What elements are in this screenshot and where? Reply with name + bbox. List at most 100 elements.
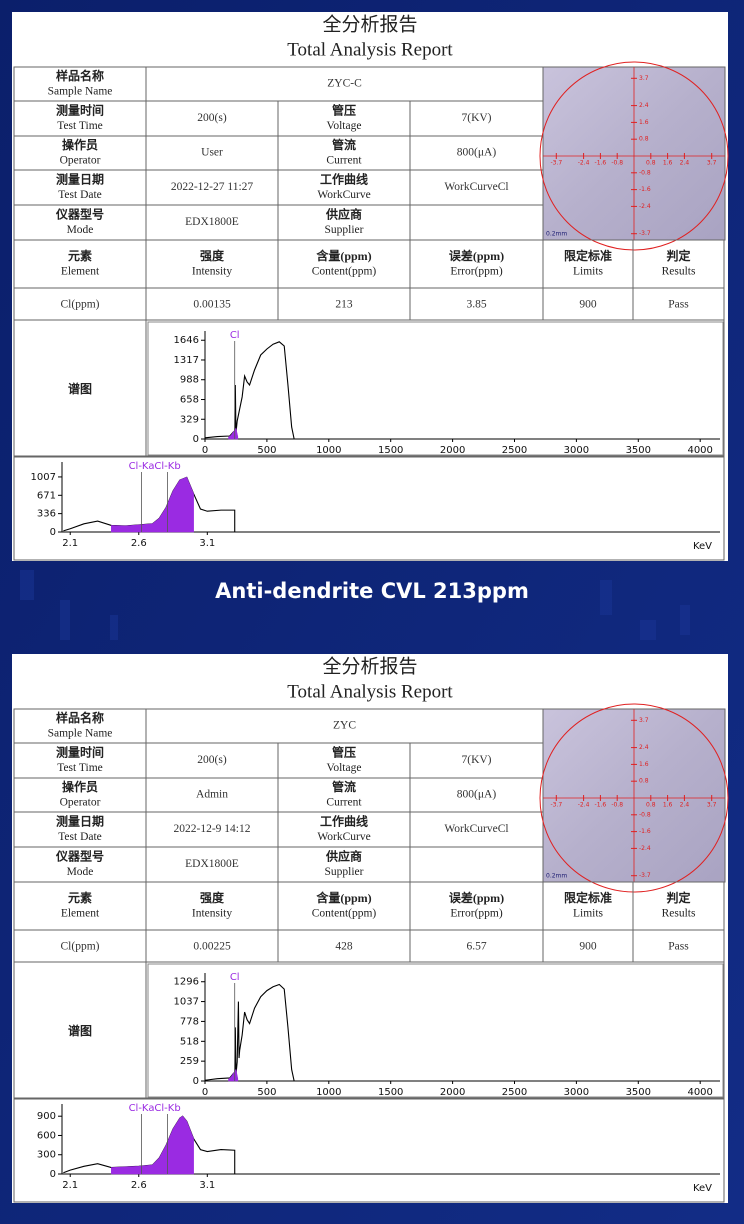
- field-label-en: Voltage: [327, 120, 362, 132]
- field-label: 管流: [332, 137, 356, 152]
- x-tick-label: 2500: [502, 1087, 527, 1098]
- y-tick-label: 658: [180, 395, 199, 406]
- field-value: ZYC: [333, 720, 356, 732]
- field-label: 操作员: [62, 137, 98, 152]
- field-label-en: Limits: [573, 266, 604, 278]
- field-label-en: Error(ppm): [450, 266, 503, 278]
- field-label: 限定标准: [564, 890, 612, 905]
- result-value: 900: [579, 299, 597, 311]
- field-label: 元素: [68, 248, 92, 263]
- scale-tick-label: -3.7: [639, 872, 651, 879]
- x-tick-label: 2.1: [62, 538, 78, 549]
- image-circle: [539, 61, 729, 251]
- scale-tick-label: -2.4: [578, 802, 590, 809]
- field-value: EDX1800E: [185, 216, 239, 228]
- scale-tick-label: 2.4: [680, 802, 690, 809]
- scale-tick-label: -3.7: [550, 160, 562, 167]
- table-cell: [13, 456, 725, 561]
- result-value: 0.00135: [193, 299, 231, 311]
- y-tick-label: 518: [180, 1036, 199, 1047]
- field-value: 200(s): [197, 754, 227, 766]
- peak-marker-label: Cl-Ka: [129, 461, 155, 472]
- result-value: 0.00225: [193, 941, 231, 953]
- field-label: 工作曲线: [320, 171, 368, 186]
- field-label-en: Intensity: [192, 908, 232, 920]
- scale-tick-label: 1.6: [663, 160, 673, 167]
- field-value: 800(μA): [457, 147, 497, 159]
- x-tick-label: 4000: [687, 1087, 712, 1098]
- field-label-en: Current: [326, 155, 362, 167]
- field-label: 管流: [332, 779, 356, 794]
- scale-tick-label: 0.8: [646, 160, 656, 167]
- peak-marker-label: Cl: [230, 330, 240, 341]
- x-tick-label: 3500: [626, 1087, 651, 1098]
- field-label: 测量日期: [56, 171, 104, 186]
- field-label-en: Test Date: [58, 189, 102, 201]
- report-title: 全分析报告: [322, 13, 417, 35]
- field-label: 管压: [332, 102, 356, 117]
- scale-tick-label: 2.4: [680, 160, 690, 167]
- scale-tick-label: -1.6: [595, 160, 607, 167]
- field-value: 200(s): [197, 112, 227, 124]
- table-cell: [145, 319, 725, 457]
- field-label-en: Sample Name: [48, 728, 113, 740]
- x-tick-label: 2000: [440, 445, 465, 456]
- field-label: 样品名称: [56, 68, 104, 83]
- y-tick-label: 300: [37, 1150, 56, 1161]
- scale-tick-label: 1.6: [663, 802, 673, 809]
- report-subtitle: Total Analysis Report: [287, 39, 453, 60]
- field-value: 7(KV): [461, 112, 491, 124]
- x-tick-label: 3.1: [199, 1180, 215, 1191]
- field-label: 误差(ppm): [449, 890, 504, 905]
- x-tick-label: 2.6: [131, 538, 147, 549]
- scale-tick-label: 1.6: [639, 119, 649, 126]
- field-label-en: Results: [662, 266, 696, 278]
- y-tick-label: 900: [37, 1111, 56, 1122]
- y-tick-label: 0: [193, 434, 199, 445]
- x-tick-label: 1000: [316, 1087, 341, 1098]
- result-value: Cl(ppm): [61, 299, 100, 311]
- field-label-en: Error(ppm): [450, 908, 503, 920]
- scale-tick-label: 0.8: [646, 802, 656, 809]
- field-value: ZYC-C: [327, 78, 362, 90]
- field-label-en: Operator: [60, 797, 101, 809]
- chart-frame: [147, 963, 724, 1098]
- field-label-en: Current: [326, 797, 362, 809]
- field-label-en: Element: [61, 908, 100, 920]
- field-label-en: Mode: [67, 866, 94, 878]
- scale-tick-label: -3.7: [639, 230, 651, 237]
- peak-area: [111, 476, 194, 533]
- field-label-en: WorkCurve: [317, 189, 370, 201]
- table-cell: [13, 1098, 725, 1203]
- scale-tick-label: -3.7: [550, 802, 562, 809]
- y-tick-label: 1037: [174, 997, 199, 1008]
- field-label: 强度: [200, 890, 225, 905]
- report-subtitle: Total Analysis Report: [287, 681, 453, 702]
- field-label: 测量时间: [56, 102, 104, 117]
- image-circle: [539, 703, 729, 893]
- result-value: 900: [579, 941, 597, 953]
- field-label: 供应商: [325, 206, 362, 221]
- y-tick-label: 778: [180, 1016, 199, 1027]
- field-label: 工作曲线: [320, 813, 368, 828]
- result-value: 3.85: [466, 299, 486, 311]
- scale-tick-label: 0.8: [639, 136, 649, 143]
- field-label: 样品名称: [56, 710, 104, 725]
- scale-tick-label: -0.8: [639, 811, 651, 818]
- field-label: 判定: [666, 890, 690, 905]
- x-axis-label: KeV: [693, 541, 712, 552]
- scale-tick-label: -1.6: [639, 186, 651, 193]
- field-value: Admin: [196, 789, 228, 801]
- result-value: Cl(ppm): [61, 941, 100, 953]
- peak-area: [111, 1115, 194, 1175]
- field-label: 含量(ppm): [316, 248, 371, 263]
- y-tick-label: 600: [37, 1130, 56, 1141]
- field-label-en: Content(ppm): [312, 266, 377, 278]
- field-label: 误差(ppm): [449, 248, 504, 263]
- result-value: Pass: [668, 299, 689, 311]
- x-tick-label: 1500: [378, 1087, 403, 1098]
- scale-tick-label: -2.4: [578, 160, 590, 167]
- scale-tick-label: -0.8: [639, 169, 651, 176]
- y-tick-label: 1007: [31, 472, 56, 483]
- scale-tick-label: 1.6: [639, 761, 649, 768]
